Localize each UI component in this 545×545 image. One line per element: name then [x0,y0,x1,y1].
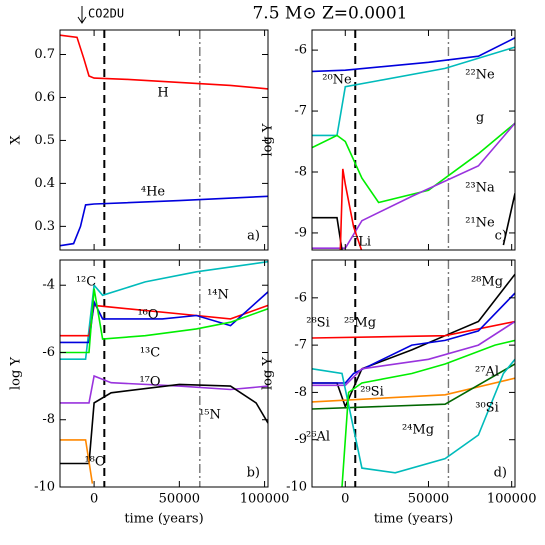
series-line [341,339,515,487]
series-label: g [476,111,484,126]
figure-title: 7.5 M⊙ Z=0.0001 [252,4,407,24]
x-axis-label: time (years) [124,512,203,527]
y-tick-label: -8 [42,412,55,427]
y-tick-label: -4 [42,278,55,293]
series-label: ¹⁸O [84,455,105,470]
panel-label: d) [494,466,507,481]
y-tick-label: -8 [294,385,307,400]
series-label: ²⁴Mg [402,423,434,438]
plot-frame [59,259,269,488]
series-line [60,374,268,404]
x-tick-label: 50000 [408,492,449,507]
annotation-arrowhead [77,16,87,24]
y-tick-label: -6 [42,345,55,360]
y-tick-label: -7 [294,338,307,353]
series-label: ¹⁶O [137,308,158,323]
series-label: ²⁸Si [306,316,330,331]
series-line [312,46,515,137]
series-line [60,195,268,247]
series-label: ⁷Li [353,235,371,250]
series-line [60,383,268,465]
y-tick-label: -10 [286,480,307,495]
plot-area [312,30,515,250]
x-tick-label: 100000 [487,492,537,507]
series-label: ²⁸Mg [471,275,503,290]
y-tick-label: -6 [294,43,307,58]
series-label: ¹⁵N [199,408,221,423]
series-label: ¹²C [76,275,96,290]
y-tick-label: 0.4 [34,176,55,191]
series-line [60,304,268,337]
series-label: ¹⁷O [139,375,160,390]
series-label: ²³Na [465,181,495,196]
series-line [312,292,515,384]
x-axis-label: time (years) [374,512,453,527]
x-tick-label: 0 [90,492,98,507]
y-tick-label: -6 [294,290,307,305]
series-line [312,363,515,410]
y-tick-label: 0.3 [34,219,55,234]
series-label: ²⁷Al [475,365,499,380]
series-line [312,358,515,474]
plot-frame [59,29,269,251]
series-label: ³⁰Si [475,401,499,416]
series-line [60,34,268,90]
y-tick-label: -8 [294,164,307,179]
series-line [312,320,515,387]
plot-area [312,260,515,487]
plot-area [60,260,268,487]
annotation: CO2DU [88,7,124,21]
series-line [312,37,515,73]
x-tick-label: 50000 [159,492,200,507]
y-tick-label: 0.5 [34,133,55,148]
series-label: ²⁵Mg [344,316,376,331]
x-tick-label: 100000 [240,492,290,507]
panel-label: b) [247,466,260,481]
y-tick-label: -10 [34,480,55,495]
series-line [60,260,268,360]
series-line [339,168,363,250]
series-label: ²²Ne [465,68,495,83]
y-tick-label: -9 [294,432,307,447]
plot-frame [311,259,516,488]
y-axis-label: log Y [261,123,276,156]
plot-frame [311,29,516,251]
y-tick-label: 0.6 [34,90,55,105]
y-axis-label: X [9,135,24,145]
series-line [60,288,268,354]
series-line [312,122,515,204]
series-line [312,320,515,339]
series-label: ²⁹Si [360,385,384,400]
panel-label: a) [247,229,260,244]
y-tick-label: 0.7 [34,47,55,62]
series-label: ²⁶Al [306,430,330,445]
panel-label: c) [495,229,507,244]
series-line [312,377,515,403]
series-label: ²¹Ne [465,216,495,231]
series-line [312,273,515,409]
series-label: ¹⁴N [207,288,229,303]
series-line [60,439,94,484]
series-label: ²⁰Ne [322,73,352,88]
series-label: ⁴He [141,185,166,200]
plot-area [60,30,268,250]
y-axis-label: log Y [261,357,276,390]
x-tick-label: 0 [341,492,349,507]
series-label: H [157,86,168,101]
y-tick-label: -9 [294,225,307,240]
series-label: ¹³C [140,346,160,361]
y-axis-label: log Y [9,357,24,390]
y-tick-label: -7 [294,104,307,119]
